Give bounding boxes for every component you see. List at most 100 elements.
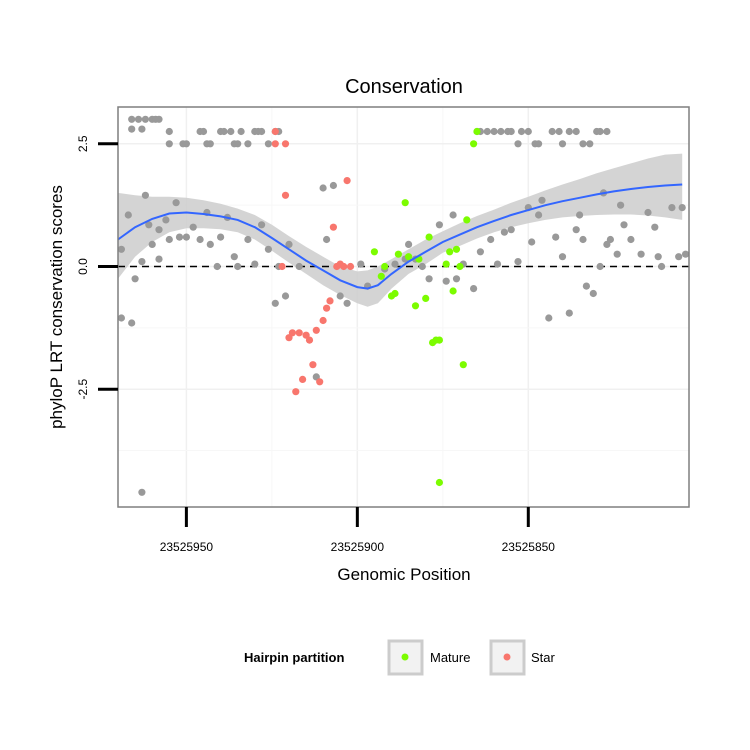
point-other — [535, 211, 543, 219]
loess-smooth-line — [117, 183, 683, 290]
point-other — [336, 292, 344, 300]
point-other — [493, 260, 502, 268]
point-other — [155, 255, 163, 263]
legend-item-star: Star — [489, 639, 556, 676]
point-mature — [411, 302, 420, 310]
point-other — [586, 140, 594, 148]
point-other — [490, 127, 498, 136]
point-other — [189, 223, 197, 231]
point-mature — [377, 272, 385, 280]
point-other — [199, 127, 208, 136]
point-other — [658, 262, 666, 271]
point-other — [613, 250, 621, 258]
legend-dot-star — [503, 653, 511, 661]
point-star — [323, 304, 331, 312]
legend-dot-mature — [401, 653, 409, 661]
point-star — [312, 326, 320, 334]
point-star — [305, 336, 314, 344]
point-mature — [449, 287, 457, 295]
point-other — [497, 127, 505, 136]
point-other — [579, 140, 587, 148]
point-other — [165, 235, 173, 244]
point-other — [582, 282, 591, 290]
point-other — [449, 211, 457, 219]
point-mature — [446, 248, 454, 256]
point-mature — [422, 294, 430, 302]
point-other — [124, 211, 132, 219]
point-other — [128, 319, 136, 327]
point-other — [128, 115, 136, 123]
point-mature — [401, 199, 409, 207]
point-star — [295, 329, 303, 337]
point-mature — [463, 216, 471, 224]
point-star — [299, 375, 307, 383]
point-other — [162, 216, 170, 224]
point-other — [603, 127, 611, 136]
legend-label-mature: Mature — [430, 650, 470, 665]
point-mature — [391, 289, 399, 298]
point-other — [319, 184, 327, 192]
point-other — [145, 221, 153, 229]
point-other — [552, 233, 560, 241]
point-other — [565, 309, 573, 317]
legend-label-star: Star — [531, 650, 556, 665]
point-other — [589, 289, 597, 298]
point-other — [357, 260, 365, 268]
point-other — [155, 226, 163, 234]
point-star — [340, 262, 348, 271]
point-other — [323, 235, 331, 244]
point-other — [524, 127, 532, 136]
point-mature — [370, 248, 378, 256]
point-other — [117, 245, 125, 253]
point-other — [134, 115, 143, 123]
point-other — [572, 226, 580, 234]
point-other — [565, 127, 573, 136]
point-other — [165, 127, 173, 136]
point-other — [418, 262, 426, 271]
point-other — [155, 115, 163, 123]
point-other — [558, 253, 567, 261]
x-axis-title: Genomic Position — [337, 565, 470, 584]
point-mature — [381, 262, 389, 271]
point-other — [148, 240, 156, 248]
point-mature — [425, 233, 433, 241]
point-other — [141, 115, 149, 123]
point-other — [682, 250, 690, 258]
point-other — [281, 292, 290, 300]
point-other — [507, 226, 515, 234]
point-other — [555, 127, 563, 136]
point-other — [405, 240, 413, 248]
point-other — [487, 235, 495, 244]
point-star — [326, 297, 334, 305]
x-tick-label: 23525900 — [331, 540, 385, 554]
point-other — [244, 140, 252, 148]
point-star — [281, 191, 290, 199]
point-other — [206, 240, 214, 248]
point-other — [517, 127, 526, 136]
point-mature — [405, 253, 413, 261]
point-other — [220, 127, 228, 136]
y-tick-label: -2.5 — [76, 379, 90, 400]
point-other — [668, 204, 676, 212]
point-other — [620, 221, 628, 229]
point-other — [271, 299, 279, 307]
point-star — [319, 316, 327, 325]
legend: Hairpin partition Mature Star — [244, 639, 556, 676]
point-other — [258, 127, 266, 136]
point-other — [535, 140, 543, 148]
point-other — [128, 125, 136, 133]
point-other — [234, 262, 242, 271]
point-mature — [452, 245, 461, 253]
point-star — [271, 140, 279, 148]
point-other — [237, 127, 245, 136]
point-other — [172, 199, 180, 207]
point-star — [329, 223, 337, 231]
point-other — [213, 262, 221, 271]
point-other — [131, 275, 139, 283]
y-axis-ticks: 2.5 0.0 -2.5 — [76, 135, 118, 400]
x-axis-ticks: 23525950 23525900 23525850 — [160, 507, 555, 554]
point-mature — [442, 260, 450, 268]
